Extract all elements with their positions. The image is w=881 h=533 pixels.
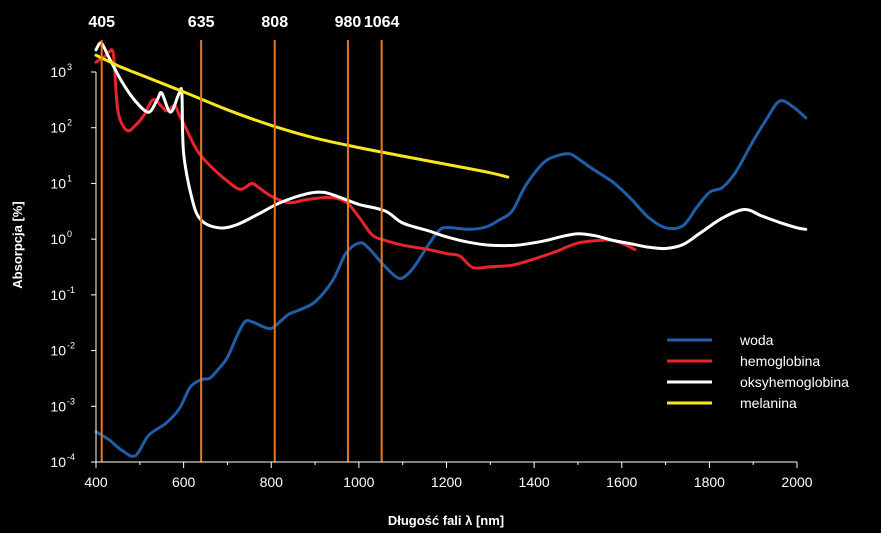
series-line-hemoglobina [94,48,637,270]
x-tick-label: 400 [84,474,108,490]
y-tick-label: 10 [50,398,66,414]
series-line-woda [94,99,808,458]
series-line-oksyhemoglobina [94,41,808,251]
y-tick-label: 10 [50,454,66,470]
legend-label-hemoglobina: hemoglobina [740,353,820,369]
x-tick-label: 800 [260,474,284,490]
legend: woda hemoglobina oksyhemoglobina melanina [667,332,849,411]
series-line-melanina [94,53,510,179]
legend-label-woda: woda [739,332,774,348]
legend-label-melanina: melanina [740,395,797,411]
x-tick-layer: 400 600 800 1000 1200 1400 1600 1800 2000 [84,462,813,490]
y-tick-label: 10 [50,64,66,80]
y-tick-exponent: 0 [67,229,72,239]
y-tick-label: 10 [50,120,66,136]
legend-label-oksyhemoglobina: oksyhemoglobina [740,374,849,390]
y-tick-exponent: 1 [67,173,72,183]
marker-layer [100,40,383,462]
x-tick-label: 1800 [694,474,725,490]
y-tick-label: 10 [50,175,66,191]
marker-label-1064: 1064 [364,14,400,31]
x-tick-label: 1400 [519,474,550,490]
y-tick-label: 10 [50,287,66,303]
y-tick-exponent: -3 [67,396,75,406]
series-layer [94,41,808,458]
y-tick-label: 10 [50,231,66,247]
x-tick-label: 2000 [781,474,812,490]
marker-label-635: 635 [188,14,215,31]
marker-label-808: 808 [261,14,288,31]
x-tick-label: 600 [172,474,196,490]
marker-label-405: 405 [88,14,115,31]
x-tick-label: 1600 [606,474,637,490]
x-axis-label: Długość fali λ [nm] [388,513,504,528]
marker-label-980: 980 [335,14,362,31]
x-tick-label: 1000 [343,474,374,490]
marker-label-layer: 405 635 808 980 1064 [88,14,399,31]
y-tick-exponent: 3 [67,62,72,72]
y-tick-exponent: -2 [67,341,75,351]
y-axis-label: Absorpcja [%] [10,201,25,288]
y-tick-label: 10 [50,343,66,359]
y-tick-exponent: -1 [67,285,75,295]
x-tick-label: 1200 [431,474,462,490]
y-tick-exponent: -4 [67,452,75,462]
y-tick-exponent: 2 [67,118,72,128]
